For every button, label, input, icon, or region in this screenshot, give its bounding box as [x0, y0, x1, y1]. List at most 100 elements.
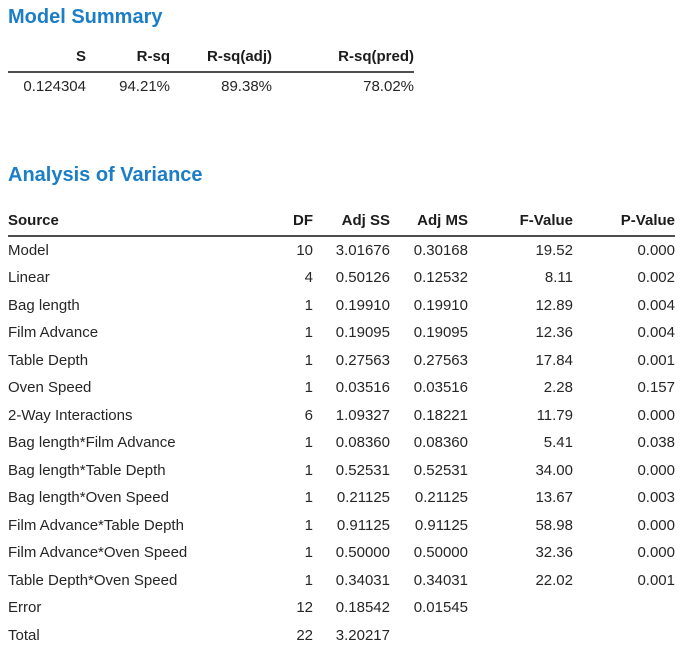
- cell-p-value: [573, 622, 675, 650]
- cell-p-value: 0.000: [637, 241, 675, 259]
- anova-row-error: Error 12 0.18542 0.01545: [8, 595, 675, 623]
- cell-adj-ms: 0.52531: [413, 461, 468, 479]
- cell-source: Table Depth*Oven Speed: [8, 571, 178, 589]
- cell-source: Bag length*Oven Speed: [8, 489, 169, 507]
- cell-f-value: 12.89: [535, 296, 573, 314]
- cell-df: 1: [304, 434, 313, 452]
- cell-df: 22: [296, 626, 313, 644]
- cell-adj-ss: 0.50126: [335, 269, 390, 287]
- cell-df: 1: [304, 489, 313, 507]
- anova-row-table-depth-oven-speed: Table Depth*Oven Speed 1 0.34031 0.34031…: [8, 567, 675, 595]
- cell-df: 12: [296, 599, 313, 617]
- cell-adj-ss: 0.03516: [335, 379, 390, 397]
- cell-source: Table Depth: [8, 351, 89, 369]
- cell-source: Bag length*Film Advance: [8, 434, 176, 452]
- cell-adj-ms: 0.27563: [413, 351, 468, 369]
- cell-source: Film Advance*Oven Speed: [8, 544, 188, 562]
- cell-p-value: 0.157: [637, 379, 675, 397]
- cell-f-value: 11.79: [536, 406, 573, 424]
- cell-p-value: 0.003: [637, 489, 675, 507]
- cell-adj-ss: 0.50000: [335, 544, 390, 562]
- column-header-rsq: R-sq: [86, 47, 170, 73]
- cell-f-value: [468, 622, 573, 650]
- cell-adj-ss: 0.34031: [335, 571, 390, 589]
- cell-p-value: 0.001: [637, 571, 675, 589]
- anova-row-table-depth: Table Depth 1 0.27563 0.27563 17.84 0.00…: [8, 347, 675, 375]
- cell-p-value: 0.004: [637, 324, 675, 342]
- cell-adj-ms: 0.21125: [414, 489, 468, 507]
- cell-source: Oven Speed: [8, 379, 92, 397]
- cell-p-value: 0.038: [637, 434, 675, 452]
- cell-adj-ss: 0.52531: [335, 461, 390, 479]
- anova-row-linear: Linear 4 0.50126 0.12532 8.11 0.002: [8, 265, 675, 293]
- cell-rsq-pred: 78.02%: [363, 78, 414, 95]
- cell-adj-ss: 0.08360: [335, 434, 390, 452]
- cell-adj-ms: [390, 622, 468, 650]
- cell-adj-ms: 0.91125: [414, 516, 468, 534]
- cell-source: Model: [8, 241, 49, 259]
- column-header-adj-ss: Adj SS: [313, 211, 390, 237]
- cell-df: 1: [304, 461, 313, 479]
- cell-source: Total: [8, 626, 40, 644]
- cell-adj-ms: 0.19910: [413, 296, 468, 314]
- cell-df: 1: [304, 324, 313, 342]
- cell-p-value: [573, 595, 675, 623]
- cell-df: 1: [304, 296, 313, 314]
- anova-row-film-advance-table-depth: Film Advance*Table Depth 1 0.91125 0.911…: [8, 512, 675, 540]
- cell-df: 1: [304, 351, 313, 369]
- column-header-rsq-adj: R-sq(adj): [170, 47, 272, 73]
- cell-source: Bag length*Table Depth: [8, 461, 166, 479]
- cell-adj-ms: 0.50000: [413, 544, 468, 562]
- column-header-s: S: [8, 47, 86, 73]
- cell-df: 1: [304, 379, 313, 397]
- anova-row-bag-length-table-depth: Bag length*Table Depth 1 0.52531 0.52531…: [8, 457, 675, 485]
- anova-row-bag-length-film-advance: Bag length*Film Advance 1 0.08360 0.0836…: [8, 430, 675, 458]
- cell-adj-ss: 3.20217: [335, 626, 390, 644]
- cell-f-value: 2.28: [543, 379, 573, 397]
- cell-source: Film Advance*Table Depth: [8, 516, 184, 534]
- anova-title: Analysis of Variance: [8, 164, 203, 186]
- cell-f-value: 8.11: [544, 269, 573, 287]
- cell-adj-ss: 0.91125: [336, 516, 390, 534]
- cell-adj-ss: 0.27563: [335, 351, 390, 369]
- cell-rsq-adj: 89.38%: [221, 78, 272, 95]
- cell-adj-ms: 0.03516: [413, 379, 468, 397]
- cell-f-value: 13.67: [535, 489, 573, 507]
- cell-s: 0.124304: [23, 78, 86, 95]
- cell-adj-ss: 0.19095: [335, 324, 390, 342]
- cell-df: 1: [304, 516, 313, 534]
- cell-df: 6: [304, 406, 313, 424]
- column-header-f-value: F-Value: [468, 211, 573, 237]
- anova-table: Source DF Adj SS Adj MS F-Value P-Value …: [8, 211, 675, 650]
- anova-row-oven-speed: Oven Speed 1 0.03516 0.03516 2.28 0.157: [8, 375, 675, 403]
- model-summary-table: S R-sq R-sq(adj) R-sq(pred) 0.124304 94.…: [8, 47, 414, 100]
- cell-adj-ss: 0.19910: [335, 296, 390, 314]
- cell-adj-ss: 3.01676: [335, 241, 390, 259]
- cell-adj-ms: 0.30168: [413, 241, 468, 259]
- cell-adj-ms: 0.18221: [413, 406, 468, 424]
- cell-p-value: 0.001: [637, 351, 675, 369]
- cell-adj-ms: 0.19095: [413, 324, 468, 342]
- column-header-df: DF: [270, 211, 313, 237]
- anova-row-2way-interactions: 2-Way Interactions 6 1.09327 0.18221 11.…: [8, 402, 675, 430]
- cell-adj-ss: 0.21125: [336, 489, 390, 507]
- column-header-rsq-pred: R-sq(pred): [272, 47, 414, 73]
- cell-f-value: 12.36: [535, 324, 573, 342]
- cell-f-value: 22.02: [535, 571, 573, 589]
- anova-row-film-advance: Film Advance 1 0.19095 0.19095 12.36 0.0…: [8, 320, 675, 348]
- cell-p-value: 0.002: [637, 269, 675, 287]
- cell-f-value: 5.41: [543, 434, 573, 452]
- cell-f-value: [468, 595, 573, 623]
- column-header-p-value: P-Value: [573, 211, 675, 237]
- cell-p-value: 0.000: [637, 406, 675, 424]
- cell-adj-ms: 0.12532: [413, 269, 468, 287]
- cell-adj-ms: 0.34031: [413, 571, 468, 589]
- cell-source: Linear: [8, 269, 50, 287]
- model-summary-title: Model Summary: [8, 6, 163, 28]
- cell-f-value: 19.52: [535, 241, 573, 259]
- cell-p-value: 0.000: [637, 544, 675, 562]
- anova-row-film-advance-oven-speed: Film Advance*Oven Speed 1 0.50000 0.5000…: [8, 540, 675, 568]
- model-summary-header-row: S R-sq R-sq(adj) R-sq(pred): [8, 47, 414, 73]
- anova-row-bag-length-oven-speed: Bag length*Oven Speed 1 0.21125 0.21125 …: [8, 485, 675, 513]
- cell-df: 10: [296, 241, 313, 259]
